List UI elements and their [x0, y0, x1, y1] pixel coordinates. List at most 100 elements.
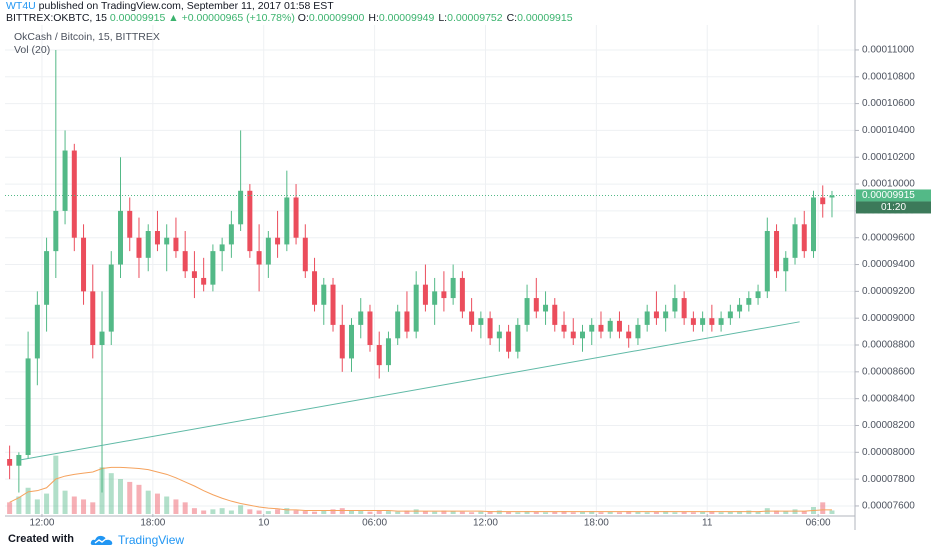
countdown-box	[856, 201, 931, 214]
volume-bar	[81, 499, 87, 514]
candle-body	[709, 318, 715, 325]
volume-bar	[256, 510, 262, 514]
volume-bar	[265, 511, 271, 514]
y-tick-label: 0.00009200	[862, 286, 915, 297]
volume-bar	[108, 473, 114, 514]
volume-bar	[358, 511, 364, 514]
candle-body	[164, 237, 170, 245]
header-line: WT4U published on TradingView.com, Septe…	[6, 0, 334, 12]
volume-bar	[469, 512, 475, 514]
y-tick-label: 0.00011000	[862, 45, 915, 56]
candle-body	[136, 237, 142, 258]
ohlc-value: 0.00009900	[308, 12, 365, 24]
candle-body	[173, 237, 179, 252]
y-tick-label: 0.00007800	[862, 474, 915, 485]
x-tick-label: 18:00	[140, 518, 165, 529]
candle-body	[284, 197, 290, 245]
x-tick-label: 06:00	[362, 518, 387, 529]
candle-body	[25, 358, 31, 455]
volume-bar	[127, 481, 133, 514]
volume-bar	[727, 511, 733, 514]
candle-body	[275, 237, 281, 245]
volume-bar	[118, 479, 123, 514]
brand[interactable]: TradingView	[118, 533, 185, 547]
candle-body	[820, 197, 826, 205]
candle-body	[469, 311, 475, 325]
volume-ma	[9, 466, 832, 513]
candle-body	[663, 311, 669, 319]
symbol: BITTREX:OKBTC, 15	[6, 12, 107, 24]
volume-bar	[145, 490, 151, 514]
volume-bar	[543, 512, 549, 514]
candle-body	[755, 291, 761, 299]
x-tick-label: 12:00	[473, 518, 498, 529]
volume-bar	[589, 511, 595, 514]
candle-body	[672, 298, 678, 312]
candle-body	[552, 304, 558, 325]
volume-bar	[755, 511, 761, 514]
volume-bar	[635, 511, 641, 514]
y-tick-label: 0.00007600	[862, 501, 915, 512]
candle-body	[7, 459, 13, 466]
volume-bar	[450, 511, 456, 514]
candle-body	[265, 237, 271, 265]
candle-body	[783, 257, 789, 272]
candle-body	[681, 298, 687, 319]
candle-body	[385, 338, 391, 366]
candle-body	[543, 304, 549, 312]
volume-bar	[404, 510, 410, 514]
plot-area	[5, 25, 855, 530]
chart: OkCash / Bitcoin, 15, BITTREX Vol (20) 0…	[5, 0, 931, 530]
candle-body	[321, 284, 327, 305]
candle-body	[487, 318, 493, 339]
volume-bar	[552, 511, 558, 514]
candle-body	[191, 271, 197, 278]
candle-body	[764, 231, 770, 292]
candle-body	[653, 311, 659, 319]
volume-bar	[349, 510, 354, 514]
volume-bar	[339, 508, 345, 514]
candle-body	[727, 311, 733, 319]
volume-bar	[25, 487, 31, 514]
candle-body	[524, 298, 530, 325]
candle-body	[349, 324, 354, 359]
volume-bar	[376, 510, 382, 514]
volume-bar	[275, 509, 281, 514]
y-tick-label: 0.00010400	[862, 125, 915, 136]
candle-body	[478, 318, 484, 325]
volume-bar	[321, 510, 327, 514]
x-tick-label: 18:00	[584, 518, 609, 529]
volume-bar	[432, 511, 438, 514]
candle-body	[801, 224, 807, 252]
candle-body	[201, 277, 207, 285]
candle-body	[515, 324, 521, 352]
candle-body	[737, 304, 743, 312]
candle-body	[81, 237, 87, 292]
candle-body	[395, 311, 401, 339]
candle-body	[635, 324, 641, 339]
volume-bar	[154, 493, 160, 514]
volume-bar	[737, 511, 743, 514]
volume-bar	[385, 511, 391, 514]
candle-body	[644, 311, 650, 325]
volume-bar	[700, 511, 706, 514]
volume-bar	[487, 511, 493, 514]
x-tick-label: 11	[702, 518, 713, 529]
volume-bar	[709, 511, 715, 514]
volume-bar	[34, 499, 40, 514]
volume-bar	[598, 512, 604, 514]
volume-bar	[228, 510, 234, 514]
candle-body	[607, 320, 613, 332]
published: published on TradingView.com, September …	[38, 0, 334, 12]
candle-body	[44, 251, 50, 305]
ohlc-label: O:	[297, 12, 309, 24]
candle-body	[626, 331, 632, 339]
trendline	[19, 321, 800, 461]
countdown: 01:20	[881, 202, 906, 213]
volume-bar	[616, 512, 622, 514]
candle-body	[700, 318, 706, 325]
candle-body	[496, 331, 502, 339]
candle-body	[746, 298, 752, 305]
volume-bar	[422, 511, 428, 514]
candle-body	[616, 320, 622, 332]
